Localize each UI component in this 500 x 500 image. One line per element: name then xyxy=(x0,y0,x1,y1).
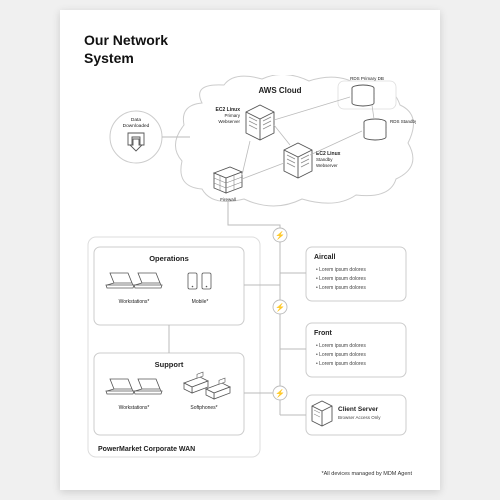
footnote: *All devices managed by MDM Agent xyxy=(322,471,413,477)
rds-standby-label: RDS Standby xyxy=(390,119,416,124)
client-server-sub: Browser Access Only xyxy=(338,415,381,420)
wan-label: PowerMarket Corporate WAN xyxy=(98,446,195,453)
ec2-standby-l3: Webserver xyxy=(316,163,338,168)
operations-panel: Operations Workstations* Mobile* xyxy=(94,247,244,325)
operations-phone-1-icon xyxy=(188,273,197,289)
client-server-panel: Client Server Browser Access Only xyxy=(306,395,406,435)
front-b3: • Lorem ipsum dolores xyxy=(316,361,366,367)
aircall-b2: • Lorem ipsum dolores xyxy=(316,276,366,282)
ec2-standby-icon xyxy=(284,143,312,178)
lightning-icon: ⚡ xyxy=(275,230,285,240)
page-title: Our Network System xyxy=(84,32,416,67)
client-server-title: Client Server xyxy=(338,406,379,413)
rds-standby-icon xyxy=(364,119,386,140)
front-panel: Front • Lorem ipsum dolores • Lorem ipsu… xyxy=(306,323,406,377)
ec2-primary-l2: Primary xyxy=(225,113,241,118)
client-server-icon xyxy=(312,401,332,426)
support-workstations: Workstations* xyxy=(119,405,150,411)
rds-primary-icon xyxy=(352,85,374,106)
data-downloaded-l2: Downloaded xyxy=(123,123,150,129)
front-b2: • Lorem ipsum dolores xyxy=(316,352,366,358)
network-diagram: AWS Cloud EC2 Linux Primary Webserver EC… xyxy=(84,75,416,495)
ec2-primary-icon xyxy=(246,105,274,140)
aircall-title: Aircall xyxy=(314,254,335,261)
operations-title: Operations xyxy=(149,254,189,263)
title-line-1: Our Network xyxy=(84,32,168,48)
page-sheet: Our Network System xyxy=(60,10,440,490)
operations-phone-2-icon xyxy=(202,273,211,289)
aircall-b3: • Lorem ipsum dolores xyxy=(316,285,366,291)
operations-mobile: Mobile* xyxy=(192,299,209,305)
aircall-b1: • Lorem ipsum dolores xyxy=(316,267,366,273)
aws-cloud-group: AWS Cloud EC2 Linux Primary Webserver EC… xyxy=(175,75,416,206)
front-b1: • Lorem ipsum dolores xyxy=(316,343,366,349)
operations-workstations: Workstations* xyxy=(119,299,150,305)
rds-primary-label: RDS Primary DB xyxy=(350,76,384,81)
data-downloaded-l1: Data xyxy=(131,117,141,123)
lightning-icon: ⚡ xyxy=(275,302,285,312)
support-title: Support xyxy=(155,360,184,369)
ec2-standby-l2: Standby xyxy=(316,157,333,162)
aircall-panel: Aircall • Lorem ipsum dolores • Lorem ip… xyxy=(306,247,406,301)
title-line-2: System xyxy=(84,50,134,66)
ec2-primary-l3: Webserver xyxy=(218,119,240,124)
support-softphones: Softphones* xyxy=(190,405,217,411)
front-title: Front xyxy=(314,330,333,337)
data-downloaded-group: Data Downloaded xyxy=(110,111,162,163)
support-panel: Support Workstations* Softphones* xyxy=(94,353,244,435)
cloud-title: AWS Cloud xyxy=(258,86,301,95)
lightning-icon: ⚡ xyxy=(275,388,285,398)
